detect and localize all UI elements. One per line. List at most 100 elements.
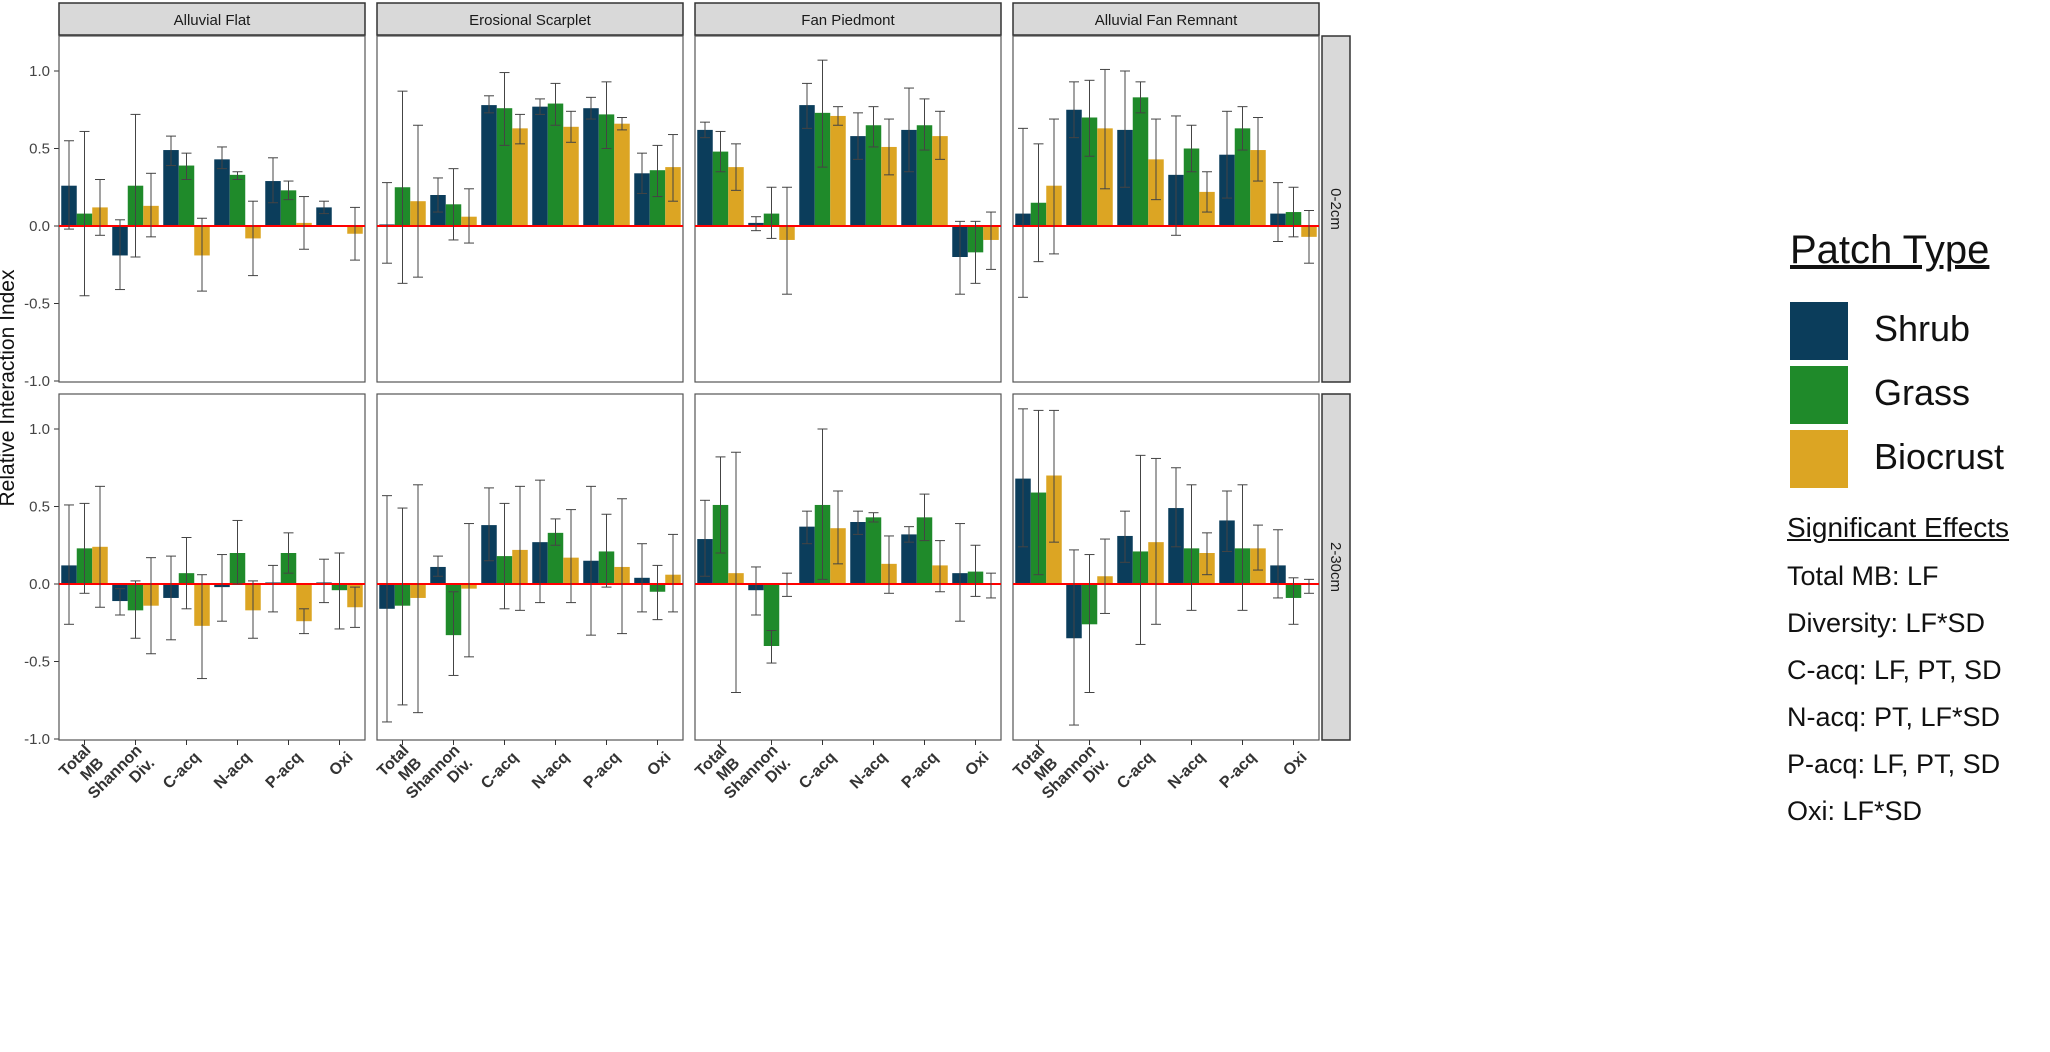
y-tick-label: 1.0: [29, 63, 50, 80]
bar-grass: [1234, 128, 1251, 226]
y-tick-label: 0.5: [29, 141, 50, 158]
panel: [1012, 393, 1320, 741]
bar-shrub: [583, 108, 599, 226]
bar-grass: [1081, 117, 1098, 226]
x-tick-label: Oxi: [1280, 749, 1310, 779]
bar-shrub: [850, 136, 866, 226]
x-tick-label: N-acq: [211, 749, 254, 792]
x-tick-label: ShannonDiv.: [403, 742, 476, 815]
x-tick-label: C-acq: [160, 749, 203, 792]
legend-label-grass: Grass: [1874, 372, 1971, 413]
x-tick-label: C-acq: [478, 749, 521, 792]
x-tick-label: P-acq: [263, 749, 306, 792]
x-tick-label: P-acq: [1217, 749, 1260, 792]
bar-shrub: [634, 173, 650, 226]
bar-shrub: [163, 150, 179, 226]
bar-shrub: [316, 207, 332, 226]
bar-shrub: [532, 106, 548, 226]
bar-grass: [865, 125, 882, 226]
panel: [694, 393, 1002, 741]
column-strip-label: Alluvial Fan Remnant: [1095, 12, 1238, 29]
bar-grass: [865, 517, 882, 584]
significant-effects-title: Significant Effects: [1787, 512, 2010, 543]
x-tick-label: ShannonDiv.: [1039, 742, 1112, 815]
column-strip: [376, 2, 684, 36]
bar-grass: [814, 112, 831, 226]
x-tick-label-line: N-acq: [529, 749, 572, 792]
x-tick-label: P-acq: [899, 749, 942, 792]
x-tick-label: C-acq: [796, 749, 839, 792]
y-tick-label: 1.0: [29, 421, 50, 438]
legend-title: Patch Type: [1790, 228, 1990, 272]
column-strip-label: Erosional Scarplet: [469, 12, 592, 29]
y-tick-label: -1.0: [24, 731, 50, 748]
x-tick-label: ShannonDiv.: [721, 742, 794, 815]
y-tick-label: -1.0: [24, 373, 50, 390]
bar-shrub: [850, 522, 866, 584]
x-tick-label: N-acq: [529, 749, 572, 792]
effect-c-acq: C-acq: LF, PT, SD: [1787, 655, 2002, 685]
x-tick-label-line: Oxi: [1280, 749, 1310, 779]
y-tick-label: -0.5: [24, 654, 50, 671]
y-tick-label: 0.5: [29, 499, 50, 516]
column-strip: [1012, 2, 1320, 36]
x-tick-label-line: P-acq: [899, 749, 942, 792]
bar-grass: [547, 103, 564, 226]
x-tick-label: Oxi: [644, 749, 674, 779]
column-strip: [694, 2, 1002, 36]
bar-shrub: [697, 129, 713, 226]
x-tick-label: ShannonDiv.: [85, 742, 158, 815]
row-strip-label: 2-30cm: [1327, 542, 1344, 592]
bar-biocrust: [830, 115, 846, 226]
y-tick-label: 0.0: [29, 576, 50, 593]
panel: [694, 35, 1002, 383]
bar-shrub: [799, 526, 815, 584]
x-tick-label-line: P-acq: [263, 749, 306, 792]
bar-biocrust: [563, 126, 579, 226]
y-tick-label: 0.0: [29, 218, 50, 235]
bar-grass: [1132, 97, 1149, 226]
x-tick-label-line: C-acq: [478, 749, 521, 792]
x-tick-label-line: N-acq: [1165, 749, 1208, 792]
legend-label-biocrust: Biocrust: [1874, 436, 2005, 477]
x-tick-label: Oxi: [962, 749, 992, 779]
bar-grass: [496, 108, 513, 226]
x-tick-label-line: C-acq: [796, 749, 839, 792]
bar-shrub: [901, 534, 917, 584]
x-tick-label-line: P-acq: [1217, 749, 1260, 792]
bar-grass: [598, 114, 615, 226]
x-tick-label-line: C-acq: [1114, 749, 1157, 792]
legend-swatch-grass: [1790, 366, 1848, 424]
row-strip: [1321, 35, 1351, 383]
x-tick-label: N-acq: [847, 749, 890, 792]
bar-shrub: [214, 159, 230, 226]
faceted-bar-chart: Alluvial Flat Erosional Scarplet Fan Piedm…: [0, 2, 1351, 815]
row-strip: [1321, 393, 1351, 741]
legend-swatch-biocrust: [1790, 430, 1848, 488]
legend-swatch-shrub: [1790, 302, 1848, 360]
bar-shrub: [265, 181, 281, 226]
panel: [58, 393, 366, 741]
effect-oxi: Oxi: LF*SD: [1787, 796, 1923, 826]
bar-shrub: [799, 105, 815, 226]
effect-n-acq: N-acq: PT, LF*SD: [1787, 702, 2001, 732]
column-strip: [58, 2, 366, 36]
panel: [376, 35, 684, 383]
panel: [1012, 35, 1320, 383]
x-tick-label-line: Oxi: [326, 749, 356, 779]
bar-grass: [229, 174, 246, 226]
bar-biocrust: [728, 167, 744, 226]
legend-label-shrub: Shrub: [1874, 308, 1971, 349]
x-tick-label: C-acq: [1114, 749, 1157, 792]
x-tick-label: Oxi: [326, 749, 356, 779]
panel: [58, 35, 366, 383]
bar-biocrust: [512, 128, 528, 226]
bar-shrub: [1219, 520, 1235, 584]
x-tick-label-line: P-acq: [581, 749, 624, 792]
x-tick-label-line: Oxi: [962, 749, 992, 779]
x-tick-label-line: N-acq: [847, 749, 890, 792]
bar-grass: [712, 151, 729, 226]
x-tick-label-line: Oxi: [644, 749, 674, 779]
effect-p-acq: P-acq: LF, PT, SD: [1787, 749, 2001, 779]
significant-effects: Significant Effects Total MB: LF Diversi…: [1787, 512, 2009, 843]
